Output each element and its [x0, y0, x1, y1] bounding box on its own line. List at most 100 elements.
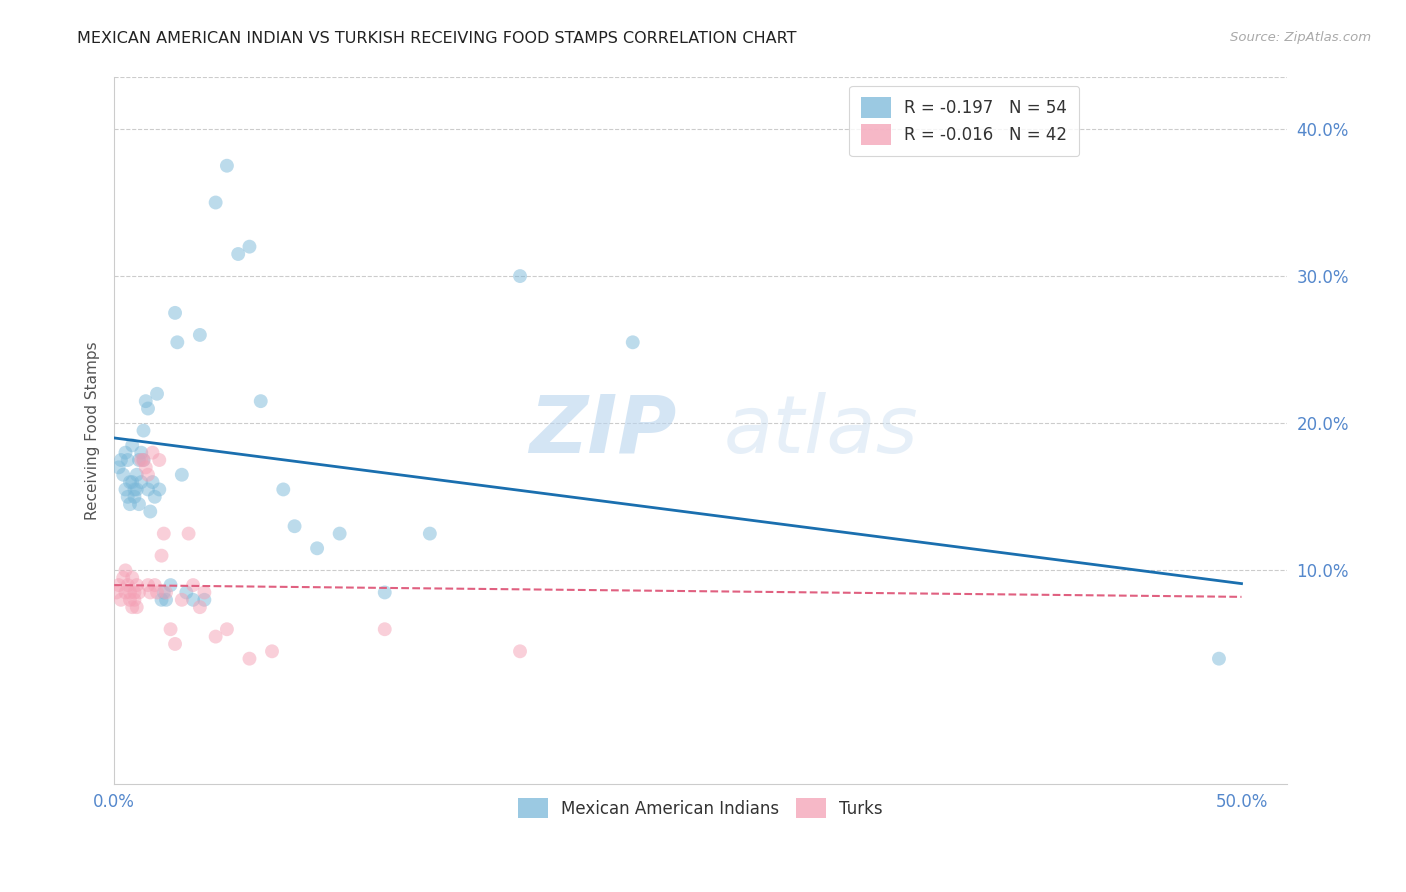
Point [135, 394, 157, 409]
Point [215, 622, 238, 636]
Point [112, 467, 135, 482]
Point [128, 497, 150, 511]
Point [148, 453, 170, 467]
Point [136, 401, 159, 416]
Point [193, 585, 215, 599]
Point [329, 526, 352, 541]
Point [146, 585, 169, 599]
Point [132, 453, 155, 467]
Point [419, 526, 441, 541]
Point [204, 630, 226, 644]
Point [215, 159, 238, 173]
Point [139, 585, 162, 599]
Point [204, 195, 226, 210]
Point [166, 335, 188, 350]
Point [105, 585, 128, 599]
Point [176, 585, 198, 599]
Point [143, 578, 166, 592]
Point [150, 549, 173, 563]
Point [165, 306, 187, 320]
Point [125, 578, 148, 592]
Point [509, 644, 531, 658]
Point [226, 247, 249, 261]
Point [114, 445, 136, 459]
Point [181, 592, 204, 607]
Point [118, 592, 141, 607]
Point [374, 622, 396, 636]
Point [107, 578, 129, 592]
Point [188, 600, 211, 615]
Point [260, 644, 283, 658]
Point [159, 578, 181, 592]
Point [136, 578, 159, 592]
Point [110, 592, 132, 607]
Y-axis label: Receiving Food Stamps: Receiving Food Stamps [86, 342, 100, 520]
Point [139, 504, 162, 518]
Point [188, 327, 211, 342]
Point [124, 592, 146, 607]
Point [121, 600, 143, 615]
Point [129, 453, 152, 467]
Point [114, 483, 136, 497]
Point [152, 526, 174, 541]
Point [143, 490, 166, 504]
Point [128, 585, 150, 599]
Point [238, 651, 260, 665]
Point [1208, 651, 1230, 665]
Point [117, 453, 139, 467]
Point [121, 571, 143, 585]
Text: ZIP: ZIP [530, 392, 676, 469]
Point [118, 497, 141, 511]
Point [124, 585, 146, 599]
Point [114, 563, 136, 577]
Point [150, 592, 173, 607]
Point [177, 526, 200, 541]
Point [170, 592, 193, 607]
Legend: Mexican American Indians, Turks: Mexican American Indians, Turks [512, 791, 890, 825]
Point [110, 453, 132, 467]
Point [307, 541, 329, 556]
Point [146, 386, 169, 401]
Point [141, 445, 163, 459]
Point [125, 483, 148, 497]
Point [114, 585, 136, 599]
Point [129, 445, 152, 459]
Point [152, 585, 174, 599]
Point [181, 578, 204, 592]
Point [125, 467, 148, 482]
Text: atlas: atlas [724, 392, 918, 469]
Text: Source: ZipAtlas.com: Source: ZipAtlas.com [1230, 31, 1371, 45]
Point [159, 622, 181, 636]
Point [125, 600, 148, 615]
Point [135, 460, 157, 475]
Point [155, 592, 177, 607]
Point [129, 475, 152, 489]
Point [170, 467, 193, 482]
Point [155, 585, 177, 599]
Point [374, 585, 396, 599]
Point [121, 475, 143, 489]
Point [136, 467, 159, 482]
Point [509, 269, 531, 284]
Text: MEXICAN AMERICAN INDIAN VS TURKISH RECEIVING FOOD STAMPS CORRELATION CHART: MEXICAN AMERICAN INDIAN VS TURKISH RECEI… [77, 31, 797, 46]
Point [124, 483, 146, 497]
Point [132, 424, 155, 438]
Point [132, 453, 155, 467]
Point [128, 453, 150, 467]
Point [118, 585, 141, 599]
Point [271, 483, 294, 497]
Point [117, 578, 139, 592]
Point [249, 394, 271, 409]
Point [112, 571, 135, 585]
Point [121, 438, 143, 452]
Point [141, 475, 163, 489]
Point [621, 335, 644, 350]
Point [148, 483, 170, 497]
Point [238, 240, 260, 254]
Point [165, 637, 187, 651]
Point [136, 483, 159, 497]
Point [117, 490, 139, 504]
Point [284, 519, 307, 533]
Point [193, 592, 215, 607]
Point [118, 475, 141, 489]
